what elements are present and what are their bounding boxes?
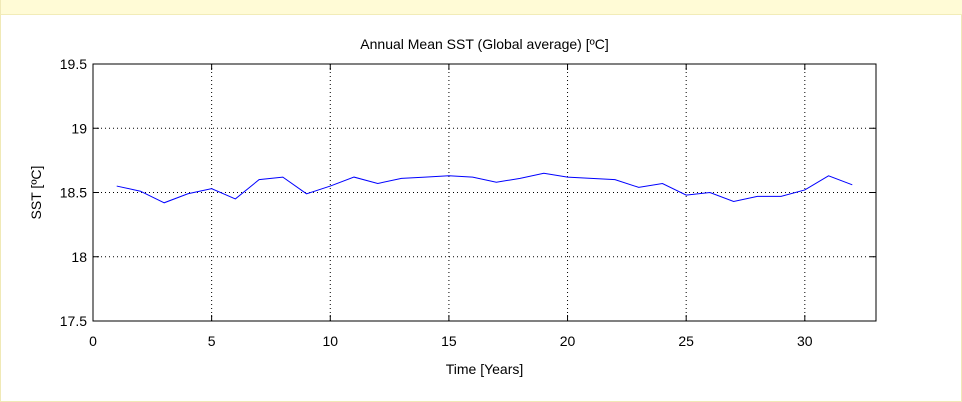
x-tick-label: 5 xyxy=(208,333,216,349)
y-tick-label: 18.5 xyxy=(60,185,87,201)
y-axis-ticks: 17.5 18 18.5 19 19.5 xyxy=(60,56,876,329)
x-tick-label: 0 xyxy=(89,333,97,349)
x-tick-label: 15 xyxy=(441,333,457,349)
y-tick-label: 19 xyxy=(71,120,87,136)
x-axis-ticks: 0 5 10 15 20 25 30 xyxy=(89,64,813,349)
x-tick-label: 30 xyxy=(797,333,813,349)
y-tick-label: 19.5 xyxy=(60,56,87,72)
plot-area xyxy=(93,64,876,321)
series-line xyxy=(116,172,853,204)
x-axis-label: Time [Years] xyxy=(446,361,524,377)
chart-title: Annual Mean SST (Global average) [ºC] xyxy=(360,36,608,52)
x-tick-label: 10 xyxy=(322,333,338,349)
y-tick-label: 17.5 xyxy=(60,313,87,329)
y-tick-label: 18 xyxy=(71,249,87,265)
x-tick-label: 25 xyxy=(678,333,694,349)
y-axis-label: SST [ºC] xyxy=(28,166,44,220)
x-tick-label: 20 xyxy=(560,333,576,349)
grid-lines xyxy=(93,64,876,321)
top-strip xyxy=(1,0,962,15)
series-layer xyxy=(116,172,853,204)
